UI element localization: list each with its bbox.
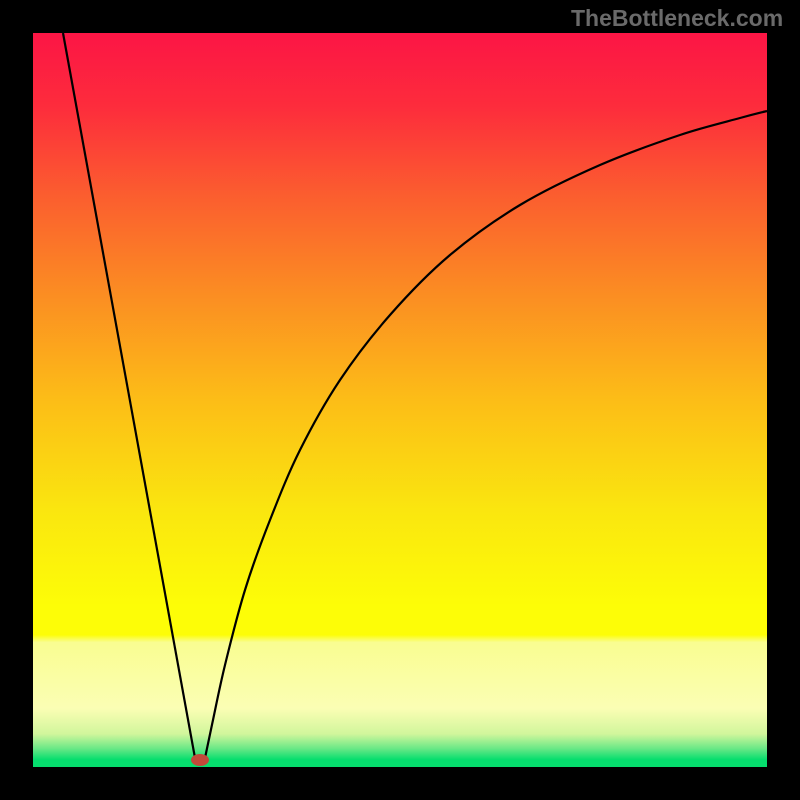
curve-right-segment: [205, 111, 767, 758]
watermark-text: TheBottleneck.com: [571, 5, 783, 32]
border-right: [767, 0, 800, 800]
border-bottom: [0, 767, 800, 800]
curve-left-segment: [63, 33, 195, 758]
border-left: [0, 0, 33, 800]
curve-layer: [0, 0, 800, 800]
chart-frame: TheBottleneck.com: [0, 0, 800, 800]
trough-marker: [191, 754, 209, 766]
